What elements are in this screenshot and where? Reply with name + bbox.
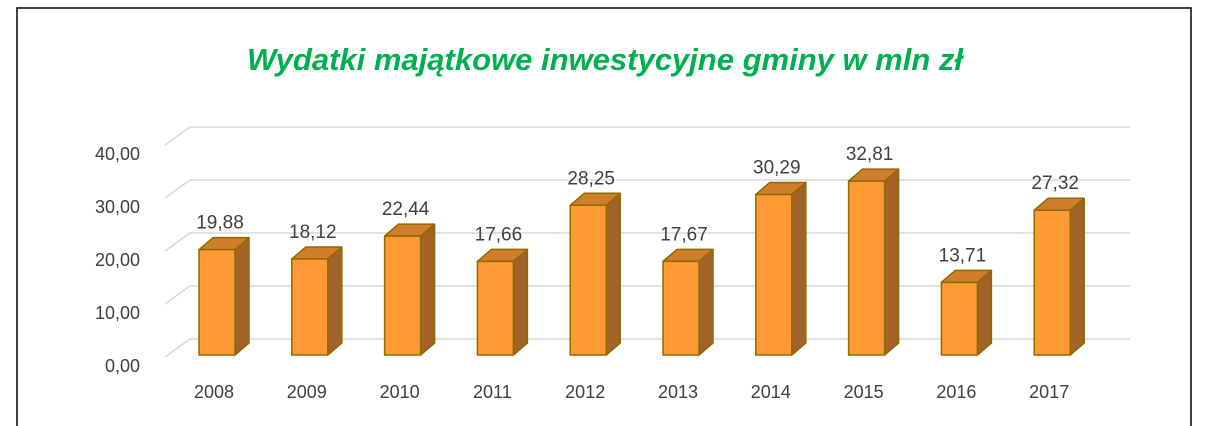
bar-side bbox=[976, 269, 993, 356]
grid-line bbox=[164, 285, 1130, 305]
x-tick-label: 2011 bbox=[473, 382, 512, 402]
bar-side bbox=[234, 236, 250, 356]
value-label: 17,66 bbox=[475, 224, 523, 245]
value-label: 32,81 bbox=[846, 144, 894, 165]
bar bbox=[198, 248, 236, 356]
bar bbox=[662, 260, 700, 356]
chart-title: Wydatki majątkowe inwestycyjne gminy w m… bbox=[247, 42, 964, 77]
x-tick-label: 2015 bbox=[844, 382, 884, 402]
x-tick-label: 2016 bbox=[936, 382, 976, 402]
value-label: 30,29 bbox=[753, 157, 801, 178]
bar-side bbox=[512, 248, 529, 356]
bar-side bbox=[419, 223, 436, 356]
x-tick-label: 2008 bbox=[194, 382, 234, 402]
y-tick-label: 20,00 bbox=[95, 250, 140, 270]
x-tick-label: 2014 bbox=[751, 382, 791, 402]
bar bbox=[847, 180, 886, 356]
bar bbox=[291, 258, 329, 356]
bar bbox=[569, 204, 607, 356]
value-label: 18,12 bbox=[289, 222, 337, 243]
bar bbox=[755, 193, 793, 356]
y-tick-label: 30,00 bbox=[95, 197, 140, 217]
bar-side bbox=[1069, 197, 1085, 356]
grid-line bbox=[164, 232, 1130, 252]
x-tick-label: 2012 bbox=[565, 382, 605, 402]
bar-side bbox=[605, 192, 621, 356]
x-tick-label: 2013 bbox=[658, 382, 698, 402]
value-label: 17,67 bbox=[660, 224, 708, 245]
y-tick-label: 0,00 bbox=[105, 356, 140, 376]
bar bbox=[940, 281, 979, 356]
value-label: 28,25 bbox=[567, 168, 615, 189]
value-label: 22,44 bbox=[382, 199, 430, 220]
frame bbox=[16, 7, 1192, 426]
value-label: 27,32 bbox=[1031, 173, 1079, 194]
x-tick-label: 2017 bbox=[1029, 382, 1069, 402]
value-label: 19,88 bbox=[196, 213, 244, 234]
bar bbox=[383, 235, 422, 356]
value-label: 13,71 bbox=[939, 245, 987, 266]
grid-line bbox=[164, 338, 1130, 358]
grid-line bbox=[164, 179, 1130, 199]
bar bbox=[476, 260, 515, 356]
bar-side bbox=[791, 181, 807, 356]
bar-side bbox=[698, 248, 714, 356]
y-tick-label: 40,00 bbox=[95, 144, 140, 164]
x-tick-label: 2009 bbox=[287, 382, 327, 402]
grid-line bbox=[164, 126, 1130, 146]
x-tick-label: 2010 bbox=[380, 382, 420, 402]
y-tick-label: 10,00 bbox=[95, 303, 140, 323]
bar-side bbox=[883, 168, 900, 356]
bar-side bbox=[327, 246, 343, 356]
bar bbox=[1033, 209, 1071, 356]
